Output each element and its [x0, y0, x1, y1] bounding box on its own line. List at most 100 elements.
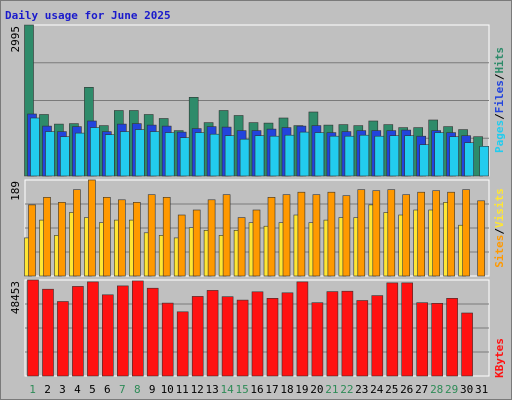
chart-panels: 2995 189 48453 — [9, 24, 490, 377]
x-tick-label: 25 — [385, 383, 398, 396]
bar-sites-day-19 — [297, 191, 306, 277]
x-tick-label: 2 — [44, 383, 51, 396]
bar-kbytes-day-29 — [446, 297, 458, 377]
bar-kbytes-day-22 — [341, 290, 354, 377]
panel-2: 189 — [9, 179, 490, 277]
bar-sites-day-25 — [387, 189, 396, 277]
x-tick-label: 26 — [400, 383, 413, 396]
bar-kbytes-day-12 — [191, 296, 204, 377]
x-tick-label: 23 — [355, 383, 368, 396]
bar-pages-day-16 — [254, 135, 265, 177]
bar-sites-day-5 — [88, 179, 96, 277]
bar-pages-day-1 — [30, 117, 40, 177]
bar-sites-day-12 — [192, 209, 201, 277]
bar-kbytes-day-21 — [326, 291, 339, 377]
bar-kbytes-day-8 — [132, 280, 144, 377]
bar-sites-day-30 — [462, 189, 470, 277]
bar-sites-day-31 — [477, 200, 485, 277]
bar-kbytes-day-26 — [401, 282, 414, 377]
bar-kbytes-day-13 — [206, 290, 219, 377]
bar-sites-day-10 — [162, 197, 171, 277]
bar-pages-day-21 — [329, 135, 340, 177]
legend-2: Sites/Visits — [493, 188, 506, 268]
legend-3: KBytes — [493, 338, 506, 378]
x-tick-label: 12 — [191, 383, 204, 396]
bar-pages-day-23 — [359, 134, 370, 177]
bar-sites-day-20 — [312, 194, 321, 277]
bar-kbytes-day-10 — [161, 302, 174, 377]
bar-pages-day-3 — [60, 136, 70, 177]
bar-kbytes-day-2 — [42, 288, 54, 377]
bar-pages-day-22 — [344, 135, 355, 177]
x-tick-label: 9 — [149, 383, 156, 396]
bar-pages-day-5 — [90, 127, 100, 177]
y-max-label: 48453 — [9, 281, 22, 314]
bar-pages-day-14 — [224, 135, 235, 177]
x-tick-label: 8 — [134, 383, 141, 396]
x-tick-label: 6 — [104, 383, 111, 396]
bar-kbytes-day-3 — [57, 301, 69, 377]
x-tick-label: 4 — [74, 383, 81, 396]
bar-sites-day-22 — [342, 195, 351, 277]
bar-pages-day-30 — [464, 142, 474, 177]
bar-sites-day-18 — [282, 194, 291, 277]
legend-entry-files: Files — [493, 80, 506, 113]
bar-kbytes-day-18 — [281, 292, 294, 377]
bar-kbytes-day-16 — [251, 291, 264, 377]
x-tick-label: 28 — [430, 383, 443, 396]
bar-kbytes-day-27 — [416, 302, 429, 377]
bar-pages-day-18 — [284, 134, 295, 177]
bar-kbytes-day-4 — [72, 286, 84, 377]
bar-sites-day-27 — [417, 191, 426, 277]
bar-pages-day-24 — [374, 135, 385, 177]
bar-kbytes-day-5 — [87, 281, 99, 377]
bar-pages-day-9 — [149, 131, 160, 177]
bar-pages-day-10 — [164, 132, 175, 177]
bar-kbytes-day-25 — [386, 282, 399, 377]
bar-pages-day-4 — [75, 132, 85, 177]
bar-kbytes-day-28 — [431, 302, 444, 377]
legend-separator: / — [493, 228, 506, 235]
x-tick-label: 10 — [161, 383, 174, 396]
x-tick-label: 30 — [460, 383, 473, 396]
x-tick-label: 20 — [310, 383, 323, 396]
bar-sites-day-21 — [327, 191, 336, 277]
bar-sites-day-2 — [43, 197, 51, 277]
bar-pages-day-29 — [449, 136, 459, 177]
x-tick-label: 3 — [59, 383, 66, 396]
bar-pages-day-12 — [194, 132, 205, 177]
x-tick-label: 18 — [280, 383, 293, 396]
x-tick-label: 24 — [370, 383, 384, 396]
legend-entry-sites: Sites — [493, 235, 506, 268]
x-tick-label: 16 — [250, 383, 263, 396]
legend-1: Pages/Files/Hits — [493, 47, 506, 153]
bar-kbytes-day-23 — [356, 300, 369, 377]
bar-sites-day-29 — [447, 191, 455, 277]
bar-kbytes-day-9 — [146, 287, 159, 377]
bar-pages-day-8 — [135, 129, 145, 177]
bar-sites-day-26 — [402, 194, 411, 277]
bar-pages-day-7 — [120, 131, 130, 177]
bar-pages-day-26 — [404, 135, 415, 177]
x-tick-label: 13 — [205, 383, 218, 396]
bar-kbytes-day-17 — [266, 297, 279, 377]
x-tick-label: 21 — [325, 383, 338, 396]
panel-1: 2995 — [9, 24, 490, 177]
x-tick-label: 31 — [475, 383, 488, 396]
bar-kbytes-day-6 — [102, 294, 114, 377]
bar-sites-day-17 — [267, 197, 276, 277]
bar-sites-day-7 — [118, 199, 126, 277]
y-max-label: 2995 — [9, 26, 22, 53]
bar-kbytes-day-19 — [296, 281, 309, 377]
x-tick-label: 1 — [29, 383, 36, 396]
bar-sites-day-3 — [58, 202, 66, 277]
bar-pages-day-13 — [209, 133, 220, 177]
legend-entry-kbytes: KBytes — [493, 338, 506, 378]
x-tick-label: 19 — [295, 383, 308, 396]
x-tick-label: 14 — [220, 383, 234, 396]
legend-separator: / — [493, 73, 506, 80]
legends: Pages/Files/Hits Sites/Visits KBytes — [493, 47, 506, 378]
legend-separator: / — [493, 113, 506, 120]
bar-sites-day-23 — [357, 189, 366, 277]
